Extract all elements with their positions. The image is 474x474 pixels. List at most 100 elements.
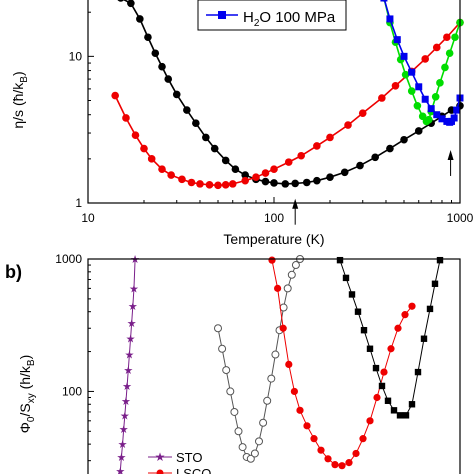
panel-b-series-3-point bbox=[342, 274, 350, 282]
panel-a-series-0-point bbox=[281, 180, 290, 188]
panel-b-series-1-point bbox=[259, 418, 268, 427]
panel-b-series-0-point: ★ bbox=[127, 318, 137, 330]
panel-a-series-layer bbox=[111, 0, 464, 190]
panel-a-series-0-point bbox=[241, 171, 249, 179]
panel-a-series-0-point bbox=[183, 106, 191, 114]
panel-a-series-1-point bbox=[241, 176, 249, 185]
panel-a-series-1-point bbox=[313, 142, 321, 150]
panel-b-series-1-point bbox=[263, 396, 272, 405]
panel-b-series-1-point bbox=[291, 261, 300, 270]
panel-a-series-1-point bbox=[187, 178, 196, 187]
panel-a-series-0-point bbox=[356, 161, 364, 170]
panel-b-series-3-point bbox=[402, 412, 410, 419]
panel-b-series-0-point: ★ bbox=[128, 301, 138, 313]
panel-a-series-0-point bbox=[172, 90, 181, 99]
panel-a-series-1-point bbox=[122, 114, 130, 122]
panel-b-series-1 bbox=[214, 255, 304, 463]
panel-b-series-1-point bbox=[218, 344, 227, 353]
panel-a-series-3-point bbox=[400, 52, 408, 60]
panel-a-series-1-point bbox=[378, 94, 386, 102]
legend-sto-label: STO bbox=[176, 450, 203, 465]
panel-a-series-2-point bbox=[407, 87, 416, 95]
panel-a-series-1-point bbox=[270, 165, 278, 174]
panel-b-series-2-point bbox=[296, 406, 304, 414]
panel-b-series-0-point: ★ bbox=[123, 365, 133, 377]
panel-b-series-0-point: ★ bbox=[129, 283, 139, 295]
legend-sto-marker: ★ bbox=[155, 450, 166, 464]
panel-b-series-0-point: ★ bbox=[118, 439, 128, 451]
panel-a-series-3-point bbox=[433, 111, 441, 119]
panel-a-series-1-point bbox=[228, 180, 237, 188]
panel-a-series-2-point bbox=[451, 33, 459, 42]
panel-b-series-2-point bbox=[285, 360, 293, 369]
panel-b-series-2-line bbox=[271, 260, 413, 467]
panel-a-series-1-point bbox=[158, 165, 166, 174]
panel-b-ytick-label: 100 bbox=[62, 384, 82, 398]
panel-a-series-1-point bbox=[252, 173, 260, 181]
panel-b-series-3-point bbox=[420, 335, 428, 342]
panel-a-series-0-point bbox=[158, 62, 166, 71]
panel-a-xtick-label: 1000 bbox=[447, 211, 474, 225]
panel-a-series-3-point bbox=[386, 15, 394, 23]
panel-b-series-3-point bbox=[372, 364, 380, 372]
legend-lsco-marker bbox=[156, 469, 164, 474]
panel-a-series-1-point bbox=[326, 133, 334, 142]
panel-a-series-1-point bbox=[167, 171, 175, 179]
panel-a-series-0-point bbox=[386, 144, 394, 153]
panel-a-series-1-point bbox=[284, 158, 293, 166]
panel-b-series-3-point bbox=[396, 412, 404, 419]
panel-b-series-1-point bbox=[230, 407, 239, 416]
panel-a-series-3-point bbox=[380, 0, 388, 2]
panel-b-series-2-point bbox=[290, 387, 298, 396]
panel-b-series-2-point bbox=[408, 302, 416, 310]
panel-b-series-0-point: ★ bbox=[116, 452, 126, 464]
legend-h2o-label: H2O 100 MPa bbox=[243, 9, 336, 29]
panel-b-ytick-label: 1000 bbox=[55, 252, 82, 266]
panel-b-series-2-point bbox=[352, 449, 360, 458]
panel-b-series-0-point: ★ bbox=[124, 350, 134, 362]
panel-b-series-2-point bbox=[268, 256, 276, 264]
legend-lsco-label: LSCO bbox=[176, 466, 211, 474]
panel-a-series-0-point bbox=[210, 144, 219, 153]
panel-a-series-0-point bbox=[326, 173, 334, 181]
panel-a-series-2-point bbox=[425, 115, 433, 124]
panel-a-series-0-point bbox=[414, 127, 423, 135]
panel-b-series-3-point bbox=[348, 291, 356, 298]
panel-b-series-3-point bbox=[436, 256, 444, 264]
panel-a-series-1-point bbox=[214, 181, 222, 190]
legend-h2o-marker bbox=[218, 11, 226, 19]
panel-b-series-0-point: ★ bbox=[119, 424, 129, 436]
panel-a-x-axis-label: Temperature (K) bbox=[223, 231, 324, 247]
panel-b-series-3-point bbox=[390, 407, 398, 414]
panel-b-series-3-point bbox=[366, 345, 374, 352]
panel-b-series-2-point bbox=[380, 368, 388, 376]
panel-b-series-1-point bbox=[226, 387, 235, 396]
panel-b-series-2-point bbox=[359, 435, 367, 443]
panel-a-series-1-point bbox=[178, 175, 186, 184]
panel-a-series-2-point bbox=[445, 49, 454, 58]
panel-b-plot-frame bbox=[87, 258, 461, 474]
panel-a-series-1-point bbox=[196, 180, 204, 188]
panel-b-series-2-point bbox=[331, 461, 339, 469]
panel-b-series-0-line bbox=[119, 258, 136, 474]
panel-b-series-1-point bbox=[279, 303, 288, 312]
panel-b-series-3-point bbox=[426, 305, 434, 313]
panel-a-series-0-point bbox=[400, 135, 408, 144]
panel-a-series-1-point bbox=[221, 181, 230, 189]
panel-b-series-3-point bbox=[354, 308, 362, 315]
panel-b-series-3-point bbox=[431, 280, 439, 287]
panel-b-series-3-point bbox=[408, 401, 416, 408]
panel-a-series-0-point bbox=[164, 75, 173, 83]
panel-a-series-1-point bbox=[131, 131, 140, 139]
panel-a-xtick-label: 100 bbox=[264, 211, 284, 225]
panel-b-series-1-point bbox=[234, 427, 243, 436]
panel-a-series-0-point bbox=[231, 165, 240, 174]
panel-a-series-3-point bbox=[393, 36, 401, 44]
panel-b-series-2-point bbox=[303, 422, 311, 430]
panel-a-series-0-point bbox=[144, 33, 152, 42]
panel-b-series-0-point: ★ bbox=[130, 254, 140, 266]
panel-b-series-1-point bbox=[238, 443, 247, 452]
panel-a-series-1-point bbox=[344, 121, 352, 129]
